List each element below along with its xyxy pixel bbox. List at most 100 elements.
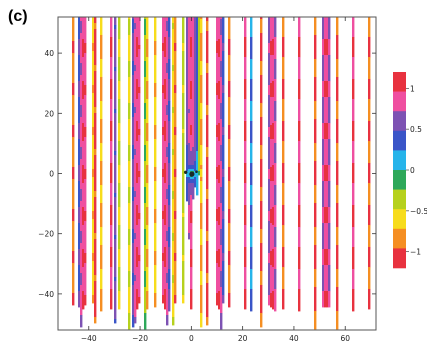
contour-cell [270,251,273,266]
contour-cell [172,17,175,24]
contour-cell [146,81,149,100]
contour-cell [326,249,329,266]
contour-cell [80,21,83,34]
contour-cell [80,105,83,118]
contour-cell [314,227,317,246]
contour-cell [114,193,117,198]
contour-cell [144,103,147,120]
contour-cell [218,183,221,208]
contour-cell [174,127,177,136]
contour-cell [192,169,195,172]
contour-cell [268,263,271,296]
contour-cell [272,225,275,250]
contour-cell [146,225,149,250]
contour-cell [82,57,85,82]
contour-cell [146,207,149,226]
contour-cell [168,143,171,164]
contour-cell [220,229,223,246]
contour-cell [228,265,231,294]
contour-cell [272,97,275,124]
contour-cell [190,211,193,224]
contour-cell [188,205,191,234]
contour-cell [82,291,85,310]
contour-cell [244,247,247,268]
contour-cell [250,205,253,228]
contour-cell [82,207,85,226]
contour-cell [100,203,103,228]
contour-cell [190,169,193,172]
contour-cell [168,247,171,270]
contour-cell [138,49,141,88]
contour-cell [110,57,113,80]
contour-cell [250,269,253,290]
colorbar-tick-label: −1 [410,248,421,257]
contour-cell [128,161,131,188]
contour-cell [274,101,277,122]
contour-cell [174,93,177,128]
contour-cell [192,165,195,170]
contour-cell [268,211,271,222]
contour-cell [186,145,189,172]
contour-cell [172,65,175,72]
contour-cell [174,17,177,44]
contour-cell [82,267,85,292]
contour-cell [168,121,171,144]
contour-cell [336,119,339,144]
contour-cell [134,275,137,282]
contour-cell [134,107,137,114]
contour-cell [92,93,95,128]
contour-cell [174,211,177,220]
contour-cell [138,177,141,214]
contour-cell [220,313,223,330]
contour-cell [168,163,171,186]
contour-cell [282,205,285,226]
contour-cell [168,101,171,122]
contour-cell [110,79,113,100]
contour-cell [94,155,97,192]
contour-cell [218,123,221,142]
contour-cell [222,261,225,296]
contour-cell [78,223,81,250]
contour-cell [164,37,167,58]
colorbar-tick-label: 0 [410,166,415,175]
contour-cell [282,289,285,310]
contour-cell [222,43,225,52]
contour-cell [260,145,263,160]
contour-cell [270,17,273,42]
contour-cell [136,141,139,164]
contour-cell [132,285,135,316]
contour-cell [138,87,141,94]
contour-cell [166,315,169,326]
contour-cell [324,139,327,166]
contour-cell [114,235,117,240]
contour-cell [244,37,247,58]
colorbar-swatch [393,150,406,171]
y-tick-label: 20 [44,109,54,118]
contour-cell [196,151,199,196]
contour-cell [110,225,113,248]
contour-cell [274,185,277,206]
contour-cell [110,99,113,122]
contour-cell [154,293,157,308]
contour-cell [228,293,231,308]
contour-cell [200,61,203,76]
contour-cell [228,209,231,224]
contour-cell [298,205,301,228]
contour-cell [80,189,83,202]
contour-cell [72,209,75,222]
contour-cell [144,203,147,230]
contour-cell [268,43,271,54]
contour-cell [336,59,339,78]
contour-cell [114,17,117,26]
contour-cell [194,17,197,162]
contour-cell [172,317,175,326]
contour-cell [190,267,193,290]
contour-cell [326,223,329,250]
contour-cell [206,17,209,22]
contour-cell [144,161,147,188]
contour-cell [92,51,95,86]
contour-cell [72,251,75,264]
contour-cell [84,253,87,264]
contour-cell [268,169,271,180]
contour-cell [172,29,175,66]
